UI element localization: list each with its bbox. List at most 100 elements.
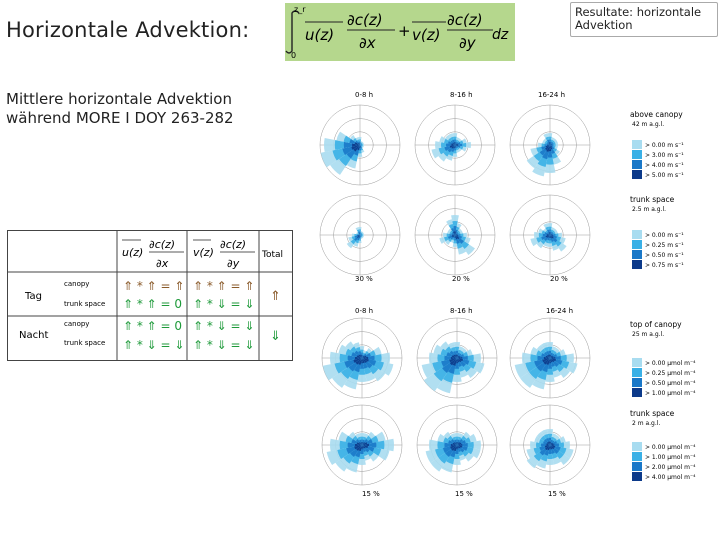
subtitle-line1: Mittlere horizontale Advektion — [6, 90, 232, 108]
rose-sector — [550, 143, 552, 145]
legend-trunk2-sub: 2 m a.g.l. — [632, 420, 660, 427]
nacht-trunk-u: ⇑ * ⇓ = ⇓ — [123, 338, 184, 352]
advection-sign-table: u(z) ∂c(z) ∂x v(z) ∂c(z) ∂y Total Tag ca… — [7, 230, 293, 361]
rose-sector — [362, 358, 369, 362]
rose-sector — [455, 235, 460, 240]
rose-sector — [549, 445, 551, 450]
rose-sector — [546, 358, 550, 365]
rose-sector — [547, 144, 550, 146]
legend-above-swatch-3 — [632, 160, 642, 169]
rose-sector — [457, 358, 460, 363]
legend-trunk2-item-3: > 2.00 µmol m⁻⁴ — [645, 464, 696, 471]
rose-sector — [457, 442, 468, 448]
rose-sector — [550, 355, 561, 361]
numerator-x: ∂c(z) — [347, 11, 383, 29]
legend-trunk1-swatch-4 — [632, 260, 642, 269]
denominator-y: ∂y — [459, 34, 477, 52]
rose-sector — [358, 233, 360, 235]
rose-sector — [453, 145, 457, 151]
rose-sector — [550, 356, 554, 358]
legend-trunk1-swatch-1 — [632, 230, 642, 239]
rose-sector — [359, 442, 362, 445]
rose-sector — [547, 235, 550, 238]
header-total: Total — [261, 250, 283, 260]
rose-sector — [449, 233, 455, 237]
rose-sector — [455, 235, 459, 237]
top-scale-label-1: 30 % — [355, 275, 373, 283]
rose-sector — [355, 358, 362, 365]
rose-sector — [550, 358, 557, 362]
rose-sector — [455, 233, 457, 235]
rose-sector — [454, 235, 456, 238]
rose-sector — [454, 145, 456, 148]
legend-top-canopy-sub: 25 m a.g.l. — [632, 331, 664, 338]
legend-trunk2-swatch-2 — [632, 452, 642, 461]
rose-sector — [550, 358, 555, 363]
rose-sector — [550, 145, 553, 148]
rose-sector — [550, 443, 554, 445]
bottom-scale-label-1: 15 % — [362, 490, 380, 498]
rose-sector — [455, 143, 463, 147]
rose-sector — [455, 233, 461, 237]
rose-sector — [452, 142, 455, 145]
rose-sector — [360, 143, 362, 145]
rose-sector — [451, 235, 455, 237]
rose-sector — [550, 442, 553, 445]
rose-sector — [452, 358, 457, 366]
rose-sector — [358, 235, 360, 238]
legend-top-canopy-swatch-4 — [632, 388, 642, 397]
rose-sector — [547, 445, 550, 451]
rose-sector — [550, 234, 552, 235]
rose-sector — [457, 356, 461, 358]
tag-canopy-v: ⇑ * ⇑ = ⇑ — [193, 279, 254, 293]
rose-sector — [544, 145, 550, 151]
rose-sector — [455, 235, 458, 240]
rose-sector — [455, 145, 457, 147]
rose-sector — [455, 445, 459, 454]
header-v-den: ∂y — [227, 257, 240, 270]
rose-sector — [548, 144, 550, 145]
rose-sector — [549, 441, 551, 445]
denominator-x: ∂x — [359, 34, 376, 52]
rose-sector — [360, 235, 362, 237]
rose-sector — [548, 235, 552, 241]
legend-trunk2-item-4: > 4.00 µmol m⁻⁴ — [645, 474, 696, 481]
rose-sector — [452, 234, 455, 236]
rose-sector — [353, 145, 360, 152]
rose-sector — [356, 355, 362, 358]
rose-sector — [362, 355, 367, 358]
legend-trunk1-swatch-3 — [632, 250, 642, 259]
rose-sector — [455, 350, 459, 358]
legend-trunk1-title: trunk space — [630, 195, 675, 204]
wind-rose-panel — [414, 194, 496, 276]
rose-sector — [362, 445, 364, 449]
rose-sector — [548, 350, 552, 358]
rose-sector — [357, 145, 360, 151]
legend-trunk2-swatch-3 — [632, 462, 642, 471]
rose-sector — [359, 235, 361, 237]
rose-sector — [455, 143, 458, 145]
rose-sector — [548, 441, 550, 445]
rose-sector — [550, 144, 552, 146]
wind-rose-panel — [321, 317, 403, 399]
rose-sector — [450, 144, 455, 146]
bottom-panel-label-3: 16-24 h — [546, 307, 573, 315]
rose-sector — [454, 358, 460, 369]
rose-sector — [360, 439, 364, 445]
rose-sector — [358, 445, 362, 452]
rose-sector — [550, 144, 552, 145]
rose-sector — [360, 233, 362, 235]
rose-sector — [356, 234, 360, 236]
rose-sector — [362, 356, 363, 358]
rose-sector — [453, 142, 455, 145]
rose-sector — [548, 235, 550, 238]
rose-sector — [347, 442, 362, 448]
rose-sector — [547, 442, 550, 445]
rose-sector — [454, 442, 457, 445]
rose-sector — [362, 442, 368, 445]
rose-sector — [548, 354, 550, 358]
wind-rose-panel — [414, 104, 496, 186]
rose-sector — [453, 354, 457, 358]
nacht-canopy-u: ⇑ * ⇑ = 0 — [123, 319, 182, 333]
wind-rose-panel — [319, 194, 401, 276]
